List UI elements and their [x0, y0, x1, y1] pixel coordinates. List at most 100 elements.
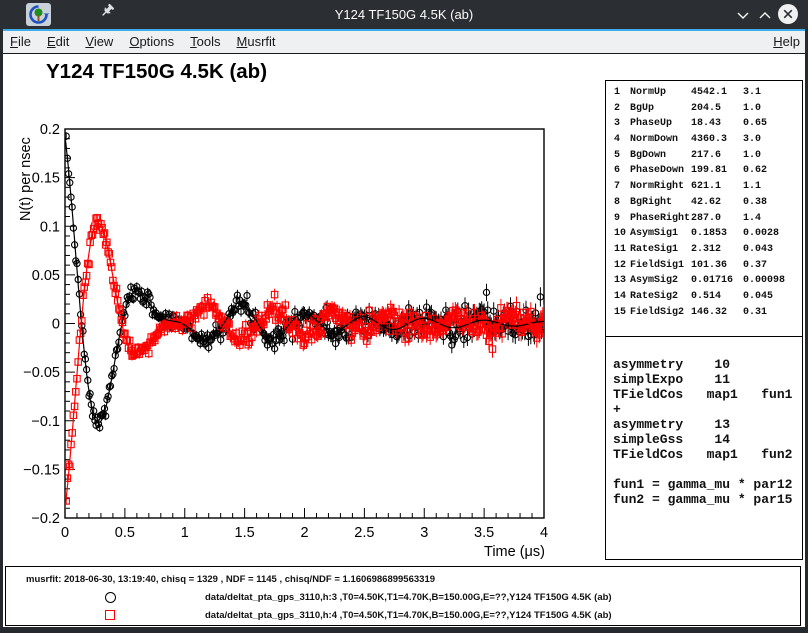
parameter-err: 3.0 — [743, 134, 761, 145]
theory-panel: asymmetry 10 simplExpo 11 TFieldCos map1… — [605, 336, 803, 560]
parameter-num: 9 — [614, 213, 620, 224]
parameter-err: 0.31 — [743, 307, 767, 318]
svg-text:Y124 TF150G 4.5K (ab): Y124 TF150G 4.5K (ab) — [46, 60, 267, 83]
parameter-err: 1.1 — [743, 181, 761, 192]
parameter-num: 6 — [614, 165, 620, 176]
square-marker-icon — [105, 610, 115, 620]
svg-text:−0.1: −0.1 — [31, 414, 60, 430]
fit-curve-black — [65, 137, 544, 424]
parameter-num: 10 — [614, 228, 626, 239]
parameter-row: 10AsymSig10.18530.0028 — [606, 228, 802, 244]
parameter-val: 287.0 — [691, 213, 721, 224]
parameter-err: 1.0 — [743, 150, 761, 161]
titlebar: Y124 TF150G 4.5K (ab) — [0, 0, 808, 29]
svg-text:0.2: 0.2 — [40, 122, 60, 138]
parameter-row: 12FieldSig1101.360.37 — [606, 260, 802, 276]
parameter-num: 7 — [614, 181, 620, 192]
parameter-err: 0.00098 — [743, 275, 785, 286]
parameter-list: 1NormUp4542.13.12BgUp204.51.03PhaseUp18.… — [606, 87, 802, 322]
parameter-name: BgDown — [630, 150, 666, 161]
fit-parameter-panel: 1NormUp4542.13.12BgUp204.51.03PhaseUp18.… — [605, 80, 803, 337]
parameter-val: 2.312 — [691, 244, 721, 255]
parameter-name: NormUp — [630, 87, 666, 98]
x-axis: 00.511.522.533.54Time (μs) — [61, 508, 548, 560]
menu-item-musrfit[interactable]: Musrfit — [229, 31, 284, 49]
parameter-row: 1 NormUp 4542.1 3.1 — [606, 87, 802, 103]
parameter-err: 1.4 — [743, 213, 761, 224]
parameter-err: 0.38 — [743, 197, 767, 208]
svg-text:1: 1 — [181, 525, 189, 541]
theory-text: asymmetry 10 simplExpo 11 TFieldCos map1… — [613, 357, 802, 507]
menu-item-options[interactable]: Options — [121, 31, 182, 49]
fit-status-line: musrfit: 2018-06-30, 13:19:40, chisq = 1… — [26, 574, 435, 585]
parameter-num: 14 — [614, 291, 626, 302]
parameter-val: 0.1853 — [691, 228, 727, 239]
circle-marker-icon — [105, 592, 116, 603]
parameter-num: 13 — [614, 275, 626, 286]
parameter-err: 3.1 — [743, 87, 761, 98]
parameter-row: 11RateSig12.3120.043 — [606, 244, 802, 260]
svg-text:0: 0 — [52, 317, 60, 333]
parameter-val: 146.32 — [691, 307, 727, 318]
parameter-val: 217.6 — [691, 150, 721, 161]
menu-item-file[interactable]: File — [2, 31, 39, 49]
parameter-val: 101.36 — [691, 260, 727, 271]
parameter-num: 2 — [614, 103, 620, 114]
parameter-name: FieldSig1 — [630, 260, 684, 271]
parameter-val: 18.43 — [691, 118, 721, 129]
legend-entry: data/deltat_pta_gps_3110,h:3 ,T0=4.50K,T… — [6, 591, 800, 603]
parameter-name: BgRight — [630, 197, 672, 208]
close-button[interactable] — [777, 3, 799, 25]
parameter-name: RateSig2 — [630, 291, 678, 302]
parameter-num: 12 — [614, 260, 626, 271]
parameter-name: PhaseRight — [630, 213, 690, 224]
svg-text:0.15: 0.15 — [32, 171, 60, 187]
parameter-num: 5 — [614, 150, 620, 161]
parameter-val: 199.81 — [691, 165, 727, 176]
parameter-name: PhaseUp — [630, 118, 672, 129]
series-black-circles — [63, 132, 547, 432]
parameter-val: 204.5 — [691, 103, 721, 114]
menu-item-view[interactable]: View — [77, 31, 121, 49]
svg-text:0: 0 — [61, 525, 69, 541]
svg-text:2: 2 — [300, 525, 308, 541]
svg-text:2.5: 2.5 — [354, 525, 374, 541]
plot-title: Y124 TF150G 4.5K (ab) — [46, 60, 267, 83]
menu-items: FileEditViewOptionsToolsMusrfit — [0, 33, 284, 50]
parameter-row: 6PhaseDown199.810.62 — [606, 165, 802, 181]
parameter-err: 0.65 — [743, 118, 767, 129]
parameter-num: 11 — [614, 244, 626, 255]
parameter-num: 4 — [614, 134, 620, 145]
menu-item-edit[interactable]: Edit — [39, 31, 77, 49]
svg-text:0.05: 0.05 — [32, 268, 60, 284]
parameter-name: FieldSig2 — [630, 307, 684, 318]
parameter-name: NormDown — [630, 134, 678, 145]
parameter-row: 3PhaseUp18.430.65 — [606, 118, 802, 134]
parameter-num: 1 — [614, 87, 620, 98]
info-legend-panel: musrfit: 2018-06-30, 13:19:40, chisq = 1… — [5, 566, 801, 626]
svg-text:−0.05: −0.05 — [23, 365, 60, 381]
plot-canvas[interactable]: Y124 TF150G 4.5K (ab)00.511.522.533.54Ti… — [0, 55, 605, 567]
minimize-button[interactable] — [734, 6, 752, 24]
parameter-row: 9 PhaseRight287.0 1.4 — [606, 213, 802, 229]
window-title: Y124 TF150G 4.5K (ab) — [0, 0, 808, 29]
parameter-name: NormRight — [630, 181, 684, 192]
menubar: FileEditViewOptionsToolsMusrfit Help — [0, 31, 808, 54]
parameter-name: AsymSig2 — [630, 275, 678, 286]
parameter-row: 4 NormDown 4360.3 3.0 — [606, 134, 802, 150]
menu-item-tools[interactable]: Tools — [182, 31, 228, 49]
svg-text:−0.2: −0.2 — [31, 511, 60, 527]
parameter-name: RateSig1 — [630, 244, 678, 255]
parameter-row: 15FieldSig2146.320.31 — [606, 307, 802, 323]
maximize-button[interactable] — [756, 6, 774, 24]
parameter-val: 42.62 — [691, 197, 721, 208]
legend-label: data/deltat_pta_gps_3110,h:4 ,T0=4.50K,T… — [205, 610, 612, 621]
parameter-val: 4542.1 — [691, 87, 727, 98]
window-border-left — [0, 29, 3, 627]
x-axis-title: Time (μs) — [484, 544, 545, 560]
parameter-val: 4360.3 — [691, 134, 727, 145]
y-axis-title: N(t) per nsec — [18, 137, 34, 221]
menu-item-help[interactable]: Help — [773, 34, 800, 49]
svg-text:3: 3 — [420, 525, 428, 541]
svg-text:−0.15: −0.15 — [23, 462, 60, 478]
